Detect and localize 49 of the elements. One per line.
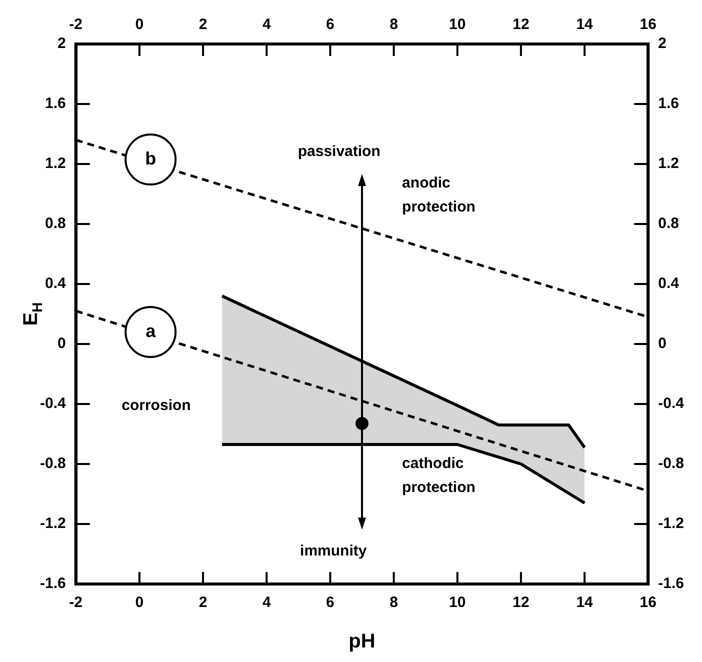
y-tick-label: 2 <box>58 35 66 52</box>
x-tick-label: 10 <box>449 594 466 612</box>
x2-tick-label: 8 <box>390 16 398 34</box>
x-tick-label: 4 <box>262 594 272 612</box>
y-tick-label: 0 <box>58 335 66 352</box>
y2-tick-label: -0.4 <box>658 395 685 412</box>
y2-tick-label: -1.6 <box>658 575 684 592</box>
x-tick-label: 16 <box>640 594 656 612</box>
y-axis-title: EH <box>20 302 45 326</box>
annotation: cathodic protection <box>402 455 476 496</box>
annotation: immunity <box>300 542 368 560</box>
y-tick-label: -0.4 <box>40 395 66 412</box>
x-tick-label: 14 <box>576 594 594 612</box>
x2-tick-label: 14 <box>576 16 594 34</box>
x2-tick-label: 0 <box>135 16 144 34</box>
y2-tick-label: 0 <box>658 335 666 352</box>
y2-tick-label: -1.2 <box>658 515 684 532</box>
y2-tick-label: -0.8 <box>658 455 684 472</box>
y-tick-label: 1.2 <box>44 155 66 172</box>
annotation: b <box>145 148 156 168</box>
x-tick-label: 2 <box>198 594 208 612</box>
x2-tick-label: 12 <box>512 16 530 34</box>
annotation: passivation <box>298 143 380 160</box>
x-tick-label: 6 <box>326 594 334 612</box>
y2-tick-label: 1.6 <box>658 95 680 112</box>
x-tick-label: -2 <box>69 594 83 612</box>
annotation: corrosion <box>122 396 191 414</box>
y2-tick-label: 0.4 <box>658 275 680 292</box>
x2-tick-label: 16 <box>640 16 656 34</box>
x2-tick-label: 10 <box>449 16 466 34</box>
y-tick-label: -1.6 <box>40 575 66 592</box>
y-tick-label: -1.2 <box>40 515 66 532</box>
x-axis-title: pH <box>348 630 376 653</box>
y2-tick-label: 2 <box>658 35 666 52</box>
x-tick-label: 0 <box>135 594 144 612</box>
x2-tick-label: 4 <box>262 16 272 34</box>
y-tick-label: -0.8 <box>40 455 66 472</box>
x2-tick-label: 2 <box>198 16 208 34</box>
y2-tick-label: 0.8 <box>658 215 680 232</box>
x-tick-label: 8 <box>390 594 398 612</box>
x-tick-label: 12 <box>512 594 530 612</box>
y-tick-label: 0.8 <box>44 215 66 232</box>
x2-tick-label: 6 <box>326 16 334 34</box>
x2-tick-label: -2 <box>69 16 83 34</box>
y-tick-label: 0.4 <box>44 275 66 292</box>
y2-tick-label: 1.2 <box>658 155 680 172</box>
annotation: anodic protection <box>402 174 476 216</box>
annotation: a <box>146 320 157 341</box>
y-tick-label: 1.6 <box>44 95 66 112</box>
